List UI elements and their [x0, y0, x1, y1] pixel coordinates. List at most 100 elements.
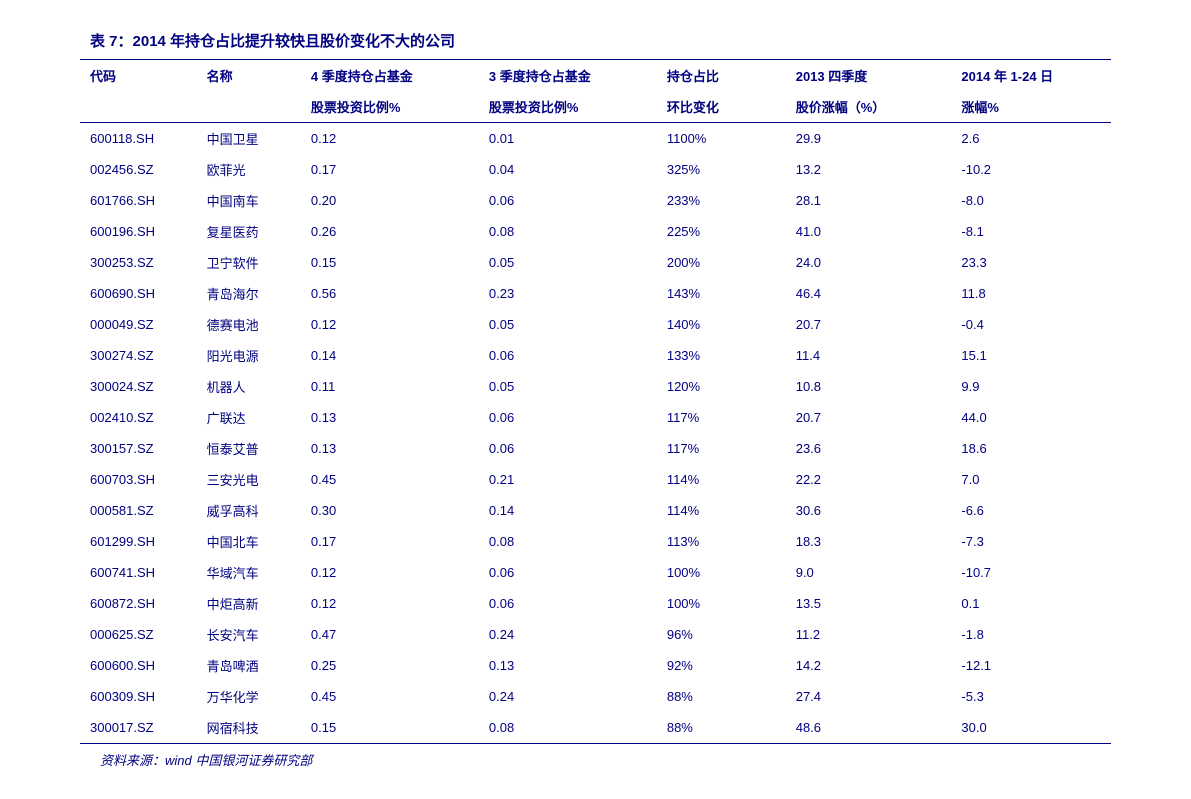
cell-y2014: -12.1 — [951, 650, 1111, 681]
cell-y2013: 28.1 — [786, 185, 952, 216]
cell-q4: 0.13 — [301, 402, 479, 433]
cell-q3: 0.06 — [479, 557, 657, 588]
cell-y2013: 20.7 — [786, 402, 952, 433]
cell-q3: 0.23 — [479, 278, 657, 309]
table-row: 601766.SH中国南车0.200.06233%28.1-8.0 — [80, 185, 1111, 216]
cell-q4: 0.17 — [301, 154, 479, 185]
cell-q3: 0.06 — [479, 340, 657, 371]
table-row: 300274.SZ阳光电源0.140.06133%11.415.1 — [80, 340, 1111, 371]
cell-q3: 0.08 — [479, 712, 657, 744]
cell-code: 300024.SZ — [80, 371, 197, 402]
cell-change: 117% — [657, 433, 786, 464]
cell-q3: 0.05 — [479, 309, 657, 340]
cell-q3: 0.24 — [479, 619, 657, 650]
header-q4-2: 股票投资比例% — [301, 91, 479, 123]
cell-y2014: 11.8 — [951, 278, 1111, 309]
cell-q4: 0.13 — [301, 433, 479, 464]
cell-code: 000581.SZ — [80, 495, 197, 526]
cell-change: 88% — [657, 712, 786, 744]
cell-code: 601766.SH — [80, 185, 197, 216]
table-row: 600196.SH复星医药0.260.08225%41.0-8.1 — [80, 216, 1111, 247]
cell-y2014: -1.8 — [951, 619, 1111, 650]
cell-q3: 0.05 — [479, 371, 657, 402]
cell-y2014: -10.7 — [951, 557, 1111, 588]
cell-name: 三安光电 — [197, 464, 301, 495]
cell-change: 100% — [657, 588, 786, 619]
header-code-1: 代码 — [80, 60, 197, 92]
cell-code: 002456.SZ — [80, 154, 197, 185]
cell-y2013: 46.4 — [786, 278, 952, 309]
cell-name: 中国南车 — [197, 185, 301, 216]
cell-name: 中国卫星 — [197, 123, 301, 155]
cell-name: 青岛海尔 — [197, 278, 301, 309]
header-change-2: 环比变化 — [657, 91, 786, 123]
cell-name: 德赛电池 — [197, 309, 301, 340]
data-table: 代码 名称 4 季度持仓占基金 3 季度持仓占基金 持仓占比 2013 四季度 … — [80, 59, 1111, 744]
cell-q3: 0.24 — [479, 681, 657, 712]
cell-code: 600872.SH — [80, 588, 197, 619]
cell-q4: 0.47 — [301, 619, 479, 650]
table-row: 600741.SH华域汽车0.120.06100%9.0-10.7 — [80, 557, 1111, 588]
cell-name: 卫宁软件 — [197, 247, 301, 278]
cell-change: 233% — [657, 185, 786, 216]
cell-q3: 0.13 — [479, 650, 657, 681]
cell-change: 114% — [657, 495, 786, 526]
cell-y2014: -8.0 — [951, 185, 1111, 216]
cell-code: 600600.SH — [80, 650, 197, 681]
cell-q4: 0.45 — [301, 464, 479, 495]
cell-change: 133% — [657, 340, 786, 371]
cell-name: 万华化学 — [197, 681, 301, 712]
table-row: 600309.SH万华化学0.450.2488%27.4-5.3 — [80, 681, 1111, 712]
cell-y2014: -6.6 — [951, 495, 1111, 526]
cell-y2014: 23.3 — [951, 247, 1111, 278]
table-row: 601299.SH中国北车0.170.08113%18.3-7.3 — [80, 526, 1111, 557]
table-title: 表 7：2014 年持仓占比提升较快且股价变化不大的公司 — [80, 30, 1111, 51]
cell-q3: 0.06 — [479, 588, 657, 619]
cell-code: 000625.SZ — [80, 619, 197, 650]
cell-q4: 0.15 — [301, 712, 479, 744]
table-row: 600118.SH中国卫星0.120.011100%29.92.6 — [80, 123, 1111, 155]
table-row: 000581.SZ威孚高科0.300.14114%30.6-6.6 — [80, 495, 1111, 526]
cell-y2013: 13.5 — [786, 588, 952, 619]
table-row: 300157.SZ恒泰艾普0.130.06117%23.618.6 — [80, 433, 1111, 464]
cell-name: 欧菲光 — [197, 154, 301, 185]
header-name-1: 名称 — [197, 60, 301, 92]
cell-y2014: 0.1 — [951, 588, 1111, 619]
table-row: 002410.SZ广联达0.130.06117%20.744.0 — [80, 402, 1111, 433]
cell-change: 325% — [657, 154, 786, 185]
cell-y2013: 30.6 — [786, 495, 952, 526]
cell-y2013: 20.7 — [786, 309, 952, 340]
header-2014-1: 2014 年 1-24 日 — [951, 60, 1111, 92]
cell-change: 143% — [657, 278, 786, 309]
header-2014-2: 涨幅% — [951, 91, 1111, 123]
cell-code: 300274.SZ — [80, 340, 197, 371]
cell-code: 600741.SH — [80, 557, 197, 588]
cell-code: 600196.SH — [80, 216, 197, 247]
cell-y2013: 22.2 — [786, 464, 952, 495]
cell-q3: 0.08 — [479, 526, 657, 557]
cell-y2014: 9.9 — [951, 371, 1111, 402]
cell-y2013: 11.4 — [786, 340, 952, 371]
cell-q3: 0.14 — [479, 495, 657, 526]
cell-q4: 0.25 — [301, 650, 479, 681]
table-row: 600690.SH青岛海尔0.560.23143%46.411.8 — [80, 278, 1111, 309]
cell-y2013: 18.3 — [786, 526, 952, 557]
cell-q3: 0.01 — [479, 123, 657, 155]
cell-y2013: 13.2 — [786, 154, 952, 185]
cell-q4: 0.15 — [301, 247, 479, 278]
cell-q4: 0.14 — [301, 340, 479, 371]
cell-name: 威孚高科 — [197, 495, 301, 526]
cell-q4: 0.56 — [301, 278, 479, 309]
cell-code: 600309.SH — [80, 681, 197, 712]
cell-code: 000049.SZ — [80, 309, 197, 340]
header-2013-1: 2013 四季度 — [786, 60, 952, 92]
cell-y2014: -10.2 — [951, 154, 1111, 185]
cell-name: 长安汽车 — [197, 619, 301, 650]
cell-y2013: 14.2 — [786, 650, 952, 681]
cell-q4: 0.26 — [301, 216, 479, 247]
cell-y2013: 29.9 — [786, 123, 952, 155]
cell-y2013: 10.8 — [786, 371, 952, 402]
cell-q3: 0.06 — [479, 185, 657, 216]
cell-code: 600690.SH — [80, 278, 197, 309]
cell-q4: 0.12 — [301, 309, 479, 340]
